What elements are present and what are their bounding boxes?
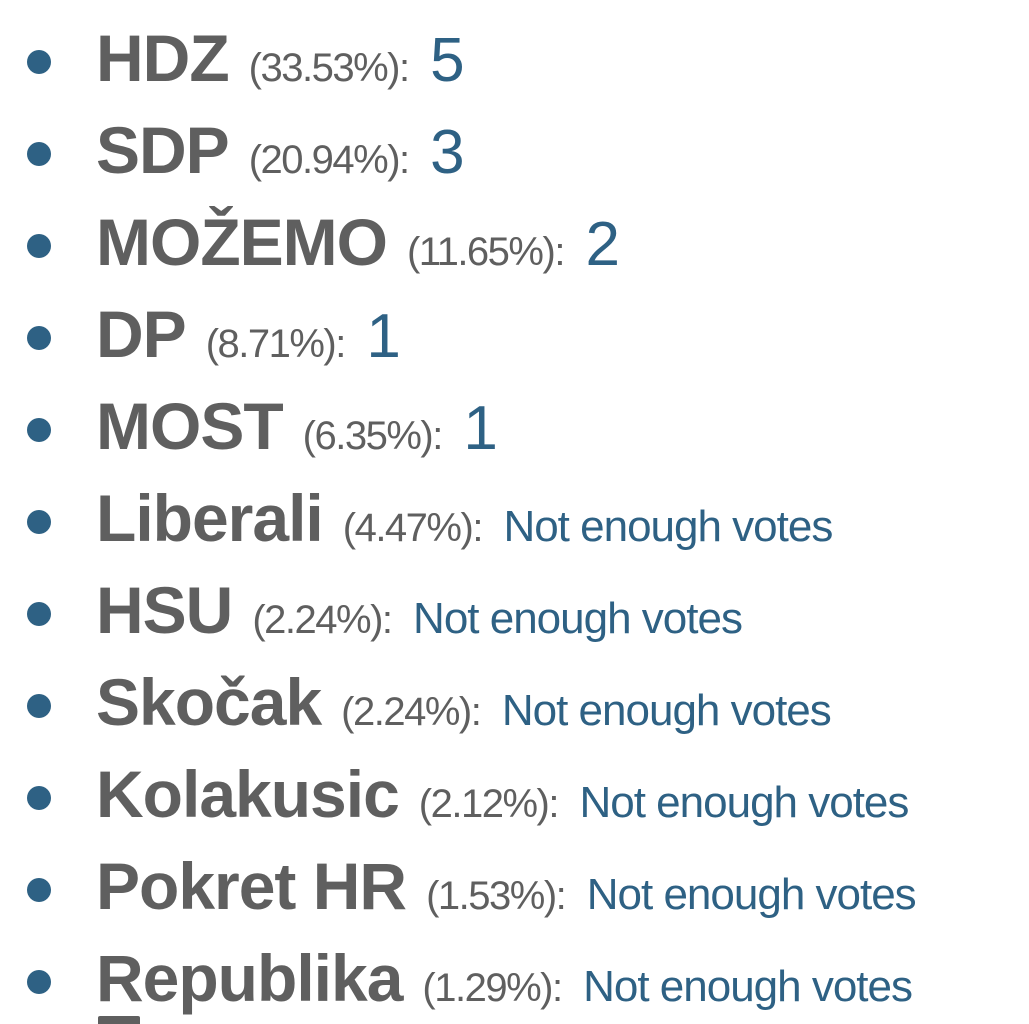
separator: : bbox=[555, 874, 567, 918]
party-name: MOŽEMO bbox=[96, 205, 388, 279]
seat-result: 1 bbox=[463, 394, 497, 463]
separator: : bbox=[432, 414, 444, 458]
bullet-icon bbox=[27, 878, 51, 902]
bullet-icon bbox=[27, 970, 51, 994]
party-name: DP bbox=[96, 297, 187, 371]
result-item: MOŽEMO (11.65%):2 bbox=[0, 196, 916, 288]
result-item: Republika (1.29%): Not enough votes bbox=[0, 932, 916, 1024]
party-name: HDZ bbox=[96, 21, 230, 95]
seat-result: Not enough votes bbox=[413, 594, 743, 643]
vote-percentage: (6.35%) bbox=[302, 414, 434, 458]
bullet-icon bbox=[27, 326, 51, 350]
vote-percentage: (4.47%) bbox=[342, 506, 474, 550]
result-item: SDP (20.94%):3 bbox=[0, 104, 916, 196]
seat-result: 2 bbox=[585, 210, 619, 279]
party-name: SDP bbox=[96, 113, 230, 187]
separator: : bbox=[470, 690, 482, 734]
separator: : bbox=[554, 230, 566, 274]
seat-result: Not enough votes bbox=[579, 778, 909, 827]
party-name: MOST bbox=[96, 389, 284, 463]
vote-percentage: (2.24%) bbox=[341, 690, 472, 734]
seat-result: Not enough votes bbox=[501, 686, 832, 735]
party-name: Pokret HR bbox=[96, 849, 407, 923]
party-name: Liberali bbox=[96, 481, 324, 555]
vote-percentage: (1.29%) bbox=[422, 966, 553, 1010]
results-list: HDZ (33.53%):5 SDP (20.94%):3 MOŽEMO (11.65%)… bbox=[0, 12, 917, 1024]
separator: : bbox=[381, 598, 394, 642]
bullet-icon bbox=[27, 50, 51, 74]
bullet-icon bbox=[27, 694, 51, 718]
separator: : bbox=[472, 506, 484, 550]
vote-percentage: (1.53%) bbox=[426, 874, 557, 918]
result-item: Kolakusic (2.12%): Not enough votes bbox=[0, 748, 916, 840]
separator: : bbox=[398, 46, 411, 90]
party-name: Kolakusic bbox=[96, 757, 400, 831]
vote-percentage: (20.94%) bbox=[248, 138, 401, 182]
party-name: Republika bbox=[96, 941, 403, 1015]
vote-percentage: (11.65%) bbox=[406, 230, 556, 274]
separator: : bbox=[551, 966, 564, 1010]
party-name: HSU bbox=[96, 573, 233, 647]
vote-percentage: (8.71%) bbox=[205, 322, 337, 366]
result-item: HDZ (33.53%):5 bbox=[0, 12, 916, 104]
seat-result: Not enough votes bbox=[503, 502, 833, 551]
bullet-icon bbox=[27, 234, 51, 258]
seat-result: Not enough votes bbox=[586, 870, 917, 919]
result-item: MOST (6.35%):1 bbox=[0, 380, 916, 472]
vote-percentage: (2.24%) bbox=[252, 598, 383, 642]
bullet-icon bbox=[27, 142, 51, 166]
result-item: HSU (2.24%): Not enough votes bbox=[0, 564, 916, 656]
separator: : bbox=[399, 138, 411, 182]
separator: : bbox=[548, 782, 560, 826]
seat-result: 1 bbox=[366, 302, 400, 371]
bullet-icon bbox=[27, 786, 51, 810]
result-item: Liberali (4.47%): Not enough votes bbox=[0, 472, 916, 564]
party-name: Skočak bbox=[96, 665, 322, 739]
bullet-icon bbox=[27, 418, 51, 442]
result-item: Pokret HR (1.53%): Not enough votes bbox=[0, 840, 917, 932]
result-item: Skočak (2.24%): Not enough votes bbox=[0, 656, 916, 748]
seat-result: 5 bbox=[430, 26, 464, 95]
bullet-icon bbox=[27, 602, 51, 626]
seat-result: Not enough votes bbox=[583, 962, 913, 1011]
seat-result: 3 bbox=[430, 118, 464, 187]
vote-percentage: (2.12%) bbox=[418, 782, 550, 826]
bullet-icon bbox=[27, 510, 51, 534]
separator: : bbox=[335, 322, 347, 366]
cut-off-next-item bbox=[98, 1016, 140, 1024]
result-item: DP (8.71%):1 bbox=[0, 288, 916, 380]
vote-percentage: (33.53%) bbox=[248, 46, 401, 90]
